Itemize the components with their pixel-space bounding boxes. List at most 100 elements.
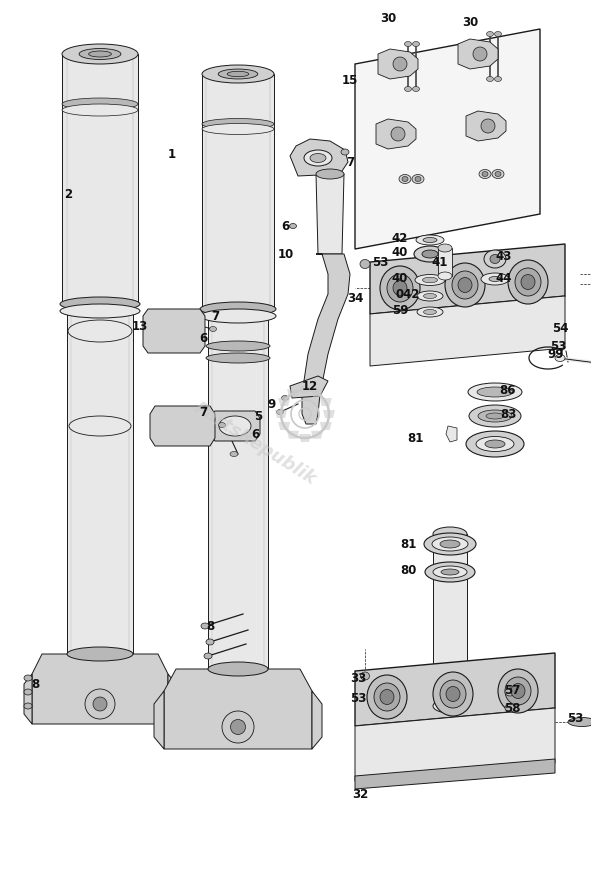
Ellipse shape — [478, 410, 512, 422]
Ellipse shape — [67, 647, 133, 661]
Ellipse shape — [505, 688, 515, 696]
Text: 57: 57 — [504, 683, 520, 697]
Ellipse shape — [209, 327, 216, 331]
Ellipse shape — [69, 416, 131, 436]
Text: 15: 15 — [342, 74, 358, 87]
Ellipse shape — [208, 662, 268, 676]
Polygon shape — [278, 398, 290, 406]
Ellipse shape — [200, 302, 276, 316]
Ellipse shape — [393, 57, 407, 71]
Polygon shape — [311, 389, 323, 397]
Text: 6: 6 — [281, 219, 289, 232]
Polygon shape — [62, 54, 138, 304]
Ellipse shape — [492, 170, 504, 178]
Ellipse shape — [202, 65, 274, 83]
Polygon shape — [355, 29, 540, 249]
Text: 5: 5 — [254, 410, 262, 422]
Ellipse shape — [432, 537, 468, 551]
Ellipse shape — [222, 711, 254, 743]
Ellipse shape — [433, 527, 467, 541]
Polygon shape — [278, 422, 290, 430]
Ellipse shape — [202, 123, 274, 135]
Ellipse shape — [469, 405, 521, 427]
Text: 042: 042 — [396, 288, 420, 301]
Ellipse shape — [495, 31, 502, 37]
Ellipse shape — [489, 276, 501, 281]
Ellipse shape — [367, 675, 407, 719]
Polygon shape — [355, 708, 555, 781]
Polygon shape — [299, 386, 311, 394]
Polygon shape — [275, 410, 287, 418]
Polygon shape — [168, 674, 176, 724]
Text: 10: 10 — [278, 247, 294, 260]
Polygon shape — [287, 431, 299, 439]
Ellipse shape — [486, 31, 493, 37]
Ellipse shape — [479, 170, 491, 178]
Ellipse shape — [204, 653, 212, 659]
Text: 53: 53 — [550, 339, 566, 352]
Polygon shape — [466, 111, 506, 141]
Ellipse shape — [361, 672, 369, 680]
Text: 81: 81 — [407, 433, 423, 446]
Ellipse shape — [433, 699, 467, 713]
Bar — [438, 248, 452, 276]
Text: 30: 30 — [462, 16, 478, 29]
Polygon shape — [164, 669, 312, 749]
Polygon shape — [376, 119, 416, 149]
Ellipse shape — [481, 119, 495, 133]
Ellipse shape — [495, 171, 501, 177]
Ellipse shape — [505, 677, 531, 705]
Text: 9: 9 — [268, 398, 276, 411]
Ellipse shape — [440, 680, 466, 708]
Ellipse shape — [482, 171, 488, 177]
Polygon shape — [24, 674, 32, 724]
Polygon shape — [311, 431, 323, 439]
Polygon shape — [433, 534, 467, 706]
Polygon shape — [355, 759, 555, 789]
Ellipse shape — [290, 224, 297, 228]
Polygon shape — [320, 398, 332, 406]
Polygon shape — [378, 49, 418, 79]
Polygon shape — [316, 174, 344, 254]
Ellipse shape — [468, 383, 522, 401]
Ellipse shape — [424, 294, 437, 299]
Ellipse shape — [341, 149, 349, 155]
Polygon shape — [446, 426, 457, 442]
Polygon shape — [290, 139, 348, 176]
Ellipse shape — [424, 309, 437, 315]
Ellipse shape — [425, 562, 475, 582]
Text: 8: 8 — [31, 677, 39, 690]
Ellipse shape — [521, 274, 535, 289]
Ellipse shape — [227, 72, 249, 77]
Ellipse shape — [201, 623, 209, 629]
Ellipse shape — [316, 169, 344, 179]
Text: 86: 86 — [500, 384, 517, 397]
Ellipse shape — [230, 719, 245, 734]
Ellipse shape — [85, 689, 115, 719]
Ellipse shape — [360, 260, 370, 268]
Polygon shape — [287, 389, 299, 397]
Ellipse shape — [555, 355, 565, 362]
Ellipse shape — [380, 266, 420, 310]
Ellipse shape — [473, 47, 487, 61]
Text: 7: 7 — [346, 156, 354, 169]
Text: 43: 43 — [496, 251, 512, 263]
Polygon shape — [290, 376, 328, 398]
Polygon shape — [312, 691, 322, 749]
Ellipse shape — [415, 274, 445, 286]
Ellipse shape — [490, 254, 500, 263]
Polygon shape — [370, 244, 565, 314]
Text: 80: 80 — [400, 564, 416, 577]
Text: 12: 12 — [302, 379, 318, 392]
Ellipse shape — [438, 272, 452, 280]
Ellipse shape — [218, 69, 258, 79]
Ellipse shape — [440, 540, 460, 548]
Text: 8: 8 — [206, 620, 214, 633]
Ellipse shape — [304, 150, 332, 166]
Ellipse shape — [477, 387, 513, 397]
Text: 7: 7 — [211, 309, 219, 323]
Ellipse shape — [62, 98, 138, 110]
Ellipse shape — [230, 452, 238, 456]
Ellipse shape — [399, 175, 411, 184]
Ellipse shape — [24, 689, 32, 695]
